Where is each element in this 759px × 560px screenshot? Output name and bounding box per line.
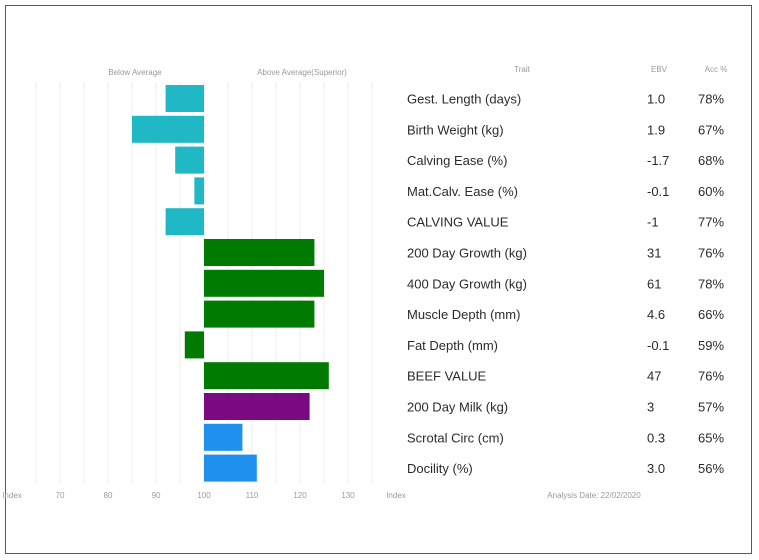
bar-12 [204, 423, 243, 451]
bar-3 [175, 146, 204, 174]
trait-label: Muscle Depth (mm) [407, 307, 520, 322]
acc-value: 59% [698, 338, 724, 353]
ebv-value: -0.1 [647, 184, 669, 199]
ebv-value: -1.7 [647, 153, 669, 168]
header-ebv: EBV [651, 65, 668, 74]
acc-value: 76% [698, 246, 724, 261]
bar-9 [184, 331, 204, 359]
acc-value: 57% [698, 400, 724, 415]
trait-label: 200 Day Milk (kg) [407, 400, 508, 415]
ebv-value: 0.3 [647, 430, 665, 445]
ebv-value: 1.9 [647, 122, 665, 137]
bar-10 [204, 362, 329, 390]
bar-4 [194, 177, 204, 205]
trait-label: Gest. Length (days) [407, 92, 521, 107]
bar-2 [132, 115, 204, 143]
trait-label: BEEF VALUE [407, 369, 487, 384]
trait-label: Docility (%) [407, 461, 473, 476]
acc-value: 66% [698, 307, 724, 322]
bar-8 [204, 300, 315, 328]
bar-11 [204, 393, 310, 420]
acc-value: 78% [698, 92, 724, 107]
acc-value: 67% [698, 122, 724, 137]
header-below-average: Below Average [108, 68, 162, 77]
ebv-value: 47 [647, 369, 661, 384]
x-axis-title: Index [2, 491, 22, 500]
x-tick-label: 120 [293, 491, 307, 500]
x-axis-right-title: Index [386, 491, 406, 500]
trait-label: 400 Day Growth (kg) [407, 276, 527, 291]
acc-value: 77% [698, 215, 724, 230]
acc-value: 76% [698, 369, 724, 384]
analysis-date: Analysis Date: 22/02/2020 [547, 491, 641, 500]
trait-rows: Gest. Length (days) 1.0 78% Birth Weight (k… [407, 92, 724, 477]
trait-label: Birth Weight (kg) [407, 122, 504, 137]
ebv-value: 61 [647, 276, 661, 291]
acc-value: 56% [698, 461, 724, 476]
bars [132, 85, 329, 482]
ebv-value: 1.0 [647, 92, 665, 107]
trait-label: Fat Depth (mm) [407, 338, 498, 353]
trait-label: 200 Day Growth (kg) [407, 246, 527, 261]
ebv-value: 3.0 [647, 461, 665, 476]
trait-label: CALVING VALUE [407, 215, 509, 230]
x-axis-ticks: 70 80 90 100 110 120 130 [56, 491, 356, 500]
x-tick-label: 130 [341, 491, 355, 500]
x-tick-label: 70 [56, 491, 65, 500]
bar-6 [204, 239, 315, 266]
chart-frame [5, 5, 752, 554]
bar-13 [204, 454, 257, 482]
x-tick-label: 100 [197, 491, 211, 500]
bar-7 [204, 269, 324, 297]
ebv-value: 31 [647, 246, 661, 261]
ebv-value: -0.1 [647, 338, 669, 353]
bar-5 [165, 208, 204, 236]
trait-label: Scrotal Circ (cm) [407, 430, 504, 445]
x-tick-label: 90 [152, 491, 161, 500]
ebv-value: -1 [647, 215, 659, 230]
x-tick-label: 110 [246, 491, 259, 500]
header-above-average: Above Average(Superior) [257, 68, 347, 77]
bar-1 [165, 85, 204, 112]
acc-value: 68% [698, 153, 724, 168]
acc-value: 60% [698, 184, 724, 199]
header-acc: Acc % [705, 65, 728, 74]
ebv-value: 3 [647, 400, 654, 415]
acc-value: 65% [698, 430, 724, 445]
trait-label: Mat.Calv. Ease (%) [407, 184, 518, 199]
trait-label: Calving Ease (%) [407, 153, 507, 168]
acc-value: 78% [698, 276, 724, 291]
ebv-value: 4.6 [647, 307, 665, 322]
header-trait: Trait [514, 65, 530, 74]
x-tick-label: 80 [104, 491, 113, 500]
